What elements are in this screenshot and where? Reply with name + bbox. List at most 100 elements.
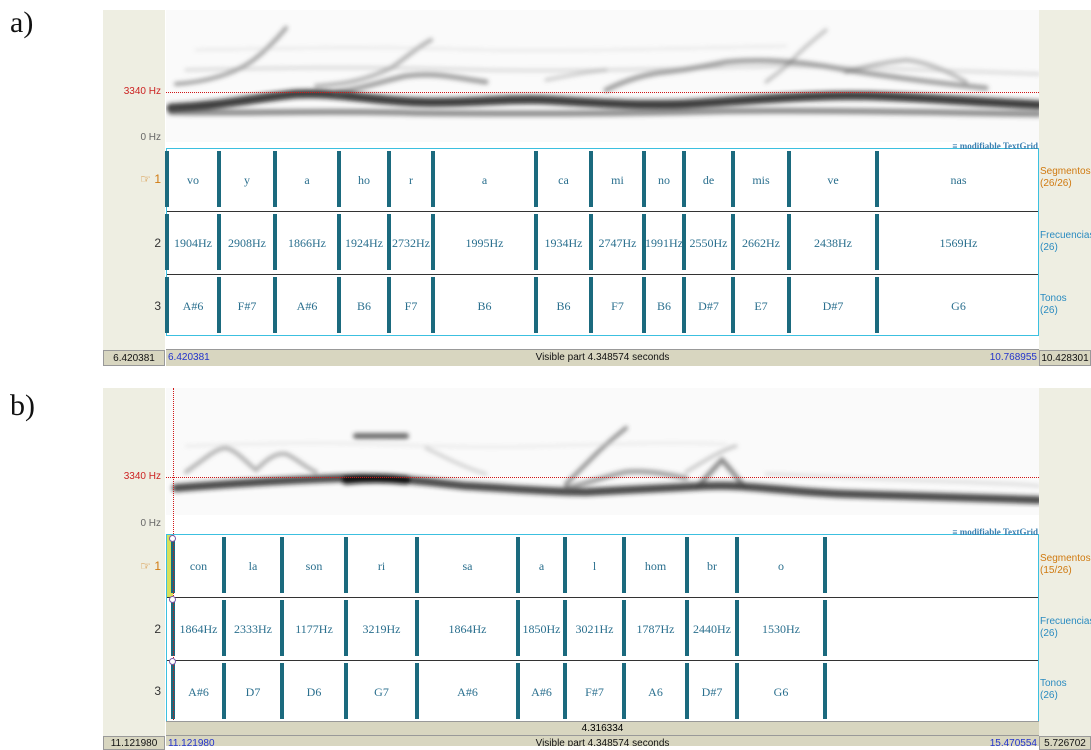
tone-interval[interactable]: A#6 <box>531 685 552 699</box>
interval-boundary[interactable] <box>431 277 435 333</box>
interval-boundary[interactable] <box>682 151 686 207</box>
frequency-interval[interactable]: 1530Hz <box>762 622 800 636</box>
interval-boundary[interactable] <box>516 537 520 593</box>
spectrogram[interactable] <box>166 388 1039 515</box>
frequency-interval[interactable]: 2732Hz <box>392 236 430 250</box>
spectrogram[interactable] <box>166 10 1039 142</box>
interval-boundary[interactable] <box>685 663 689 719</box>
tier-number-3[interactable]: 3 <box>154 684 161 698</box>
segment-interval[interactable]: son <box>305 559 323 573</box>
interval-boundary[interactable] <box>387 214 391 270</box>
tier-number-3[interactable]: 3 <box>154 299 161 313</box>
interval-boundary[interactable] <box>344 663 348 719</box>
tone-interval[interactable]: F7 <box>404 299 418 313</box>
interval-boundary[interactable] <box>589 151 593 207</box>
frequency-interval[interactable]: 1866Hz <box>288 236 326 250</box>
right-total-time[interactable]: 10.428301 <box>1039 350 1091 366</box>
segment-interval[interactable]: hom <box>644 559 667 573</box>
interval-boundary[interactable] <box>534 214 538 270</box>
frequency-interval[interactable]: 1864Hz <box>448 622 487 636</box>
tier-name-segmentos[interactable]: Segmentos (15/26) <box>1040 553 1091 577</box>
interval-boundary[interactable] <box>415 600 419 656</box>
tone-interval[interactable]: B6 <box>356 299 371 313</box>
interval-boundary[interactable] <box>731 277 735 333</box>
frequency-interval[interactable]: 2333Hz <box>234 622 272 636</box>
frequency-interval[interactable]: 1904Hz <box>174 236 212 250</box>
segment-interval[interactable]: l <box>592 559 597 573</box>
interval-boundary[interactable] <box>337 151 341 207</box>
interval-boundary[interactable] <box>273 277 277 333</box>
tone-interval[interactable]: B6 <box>477 299 492 313</box>
tier-name-tonos[interactable]: Tonos (26) <box>1040 678 1067 702</box>
interval-boundary[interactable] <box>165 151 169 207</box>
frequency-interval[interactable]: 1569Hz <box>939 236 978 250</box>
frequency-interval[interactable]: 1924Hz <box>345 236 383 250</box>
segment-interval[interactable]: con <box>189 559 208 573</box>
segment-interval[interactable]: sa <box>462 559 473 573</box>
tier-name-tonos[interactable]: Tonos (26) <box>1040 293 1067 317</box>
segment-interval[interactable]: a <box>481 173 488 187</box>
tier-number-2[interactable]: 2 <box>154 622 161 636</box>
segment-interval[interactable]: o <box>778 559 784 573</box>
interval-boundary[interactable] <box>563 537 567 593</box>
interval-boundary[interactable] <box>735 537 739 593</box>
interval-boundary[interactable] <box>682 214 686 270</box>
interval-boundary[interactable] <box>387 277 391 333</box>
interval-boundary[interactable] <box>337 214 341 270</box>
interval-boundary[interactable] <box>731 151 735 207</box>
interval-boundary[interactable] <box>222 537 226 593</box>
interval-boundary[interactable] <box>217 277 221 333</box>
interval-boundary[interactable] <box>516 663 520 719</box>
interval-boundary[interactable] <box>344 537 348 593</box>
segment-interval[interactable]: a <box>304 173 310 187</box>
tone-interval[interactable]: B6 <box>556 299 571 313</box>
interval-boundary[interactable] <box>165 277 169 333</box>
interval-boundary[interactable] <box>685 537 689 593</box>
interval-boundary[interactable] <box>823 537 827 593</box>
selected-interval-highlight[interactable] <box>167 535 173 597</box>
textgrid-area[interactable]: ≡ modifiable TextGrid con la son ri sa a l hom b… <box>166 527 1039 722</box>
frequency-interval[interactable]: 2438Hz <box>814 236 852 250</box>
segment-interval[interactable]: ri <box>377 559 386 573</box>
interval-boundary[interactable] <box>787 151 791 207</box>
interval-boundary[interactable] <box>875 277 879 333</box>
interval-boundary[interactable] <box>534 277 538 333</box>
visible-part-bar[interactable]: 11.121980 Visible part 4.348574 seconds … <box>166 735 1039 746</box>
tone-interval[interactable]: G7 <box>374 685 389 699</box>
interval-boundary[interactable] <box>280 537 284 593</box>
segment-interval[interactable]: de <box>702 173 715 187</box>
frequency-interval[interactable]: 2550Hz <box>689 236 728 250</box>
tier-name-frecuencias[interactable]: Frecuencias (26) <box>1040 616 1091 640</box>
interval-boundary[interactable] <box>622 600 626 656</box>
segment-interval[interactable]: y <box>244 173 250 187</box>
tone-interval[interactable]: D#7 <box>822 299 844 313</box>
interval-boundary[interactable] <box>222 663 226 719</box>
segment-interval[interactable]: mi <box>611 173 624 187</box>
interval-boundary[interactable] <box>642 214 646 270</box>
tier-name-frecuencias[interactable]: Frecuencias (26) <box>1040 230 1091 254</box>
interval-boundary[interactable] <box>534 151 538 207</box>
tier-name-segmentos[interactable]: Segmentos (26/26) <box>1040 166 1091 190</box>
frequency-interval[interactable]: 1177Hz <box>295 622 333 636</box>
tone-interval[interactable]: G6 <box>951 299 966 313</box>
frequency-interval[interactable]: 2440Hz <box>693 622 731 636</box>
segment-interval[interactable]: no <box>658 173 670 187</box>
interval-boundary[interactable] <box>735 663 739 719</box>
interval-boundary[interactable] <box>280 600 284 656</box>
tone-interval[interactable]: D#7 <box>698 299 719 313</box>
segment-interval[interactable]: ca <box>558 173 569 187</box>
tone-interval[interactable]: D7 <box>245 685 261 699</box>
frequency-interval[interactable]: 1934Hz <box>544 236 583 250</box>
segment-interval[interactable]: r <box>409 173 413 187</box>
interval-boundary[interactable] <box>622 537 626 593</box>
interval-boundary[interactable] <box>685 600 689 656</box>
textgrid-area[interactable]: ≡ modifiable TextGrid vo y a ho r a ca mi no de mi… <box>165 141 1039 336</box>
left-total-time[interactable]: 6.420381 <box>103 350 165 366</box>
interval-boundary[interactable] <box>642 277 646 333</box>
segment-interval[interactable]: ho <box>358 173 370 187</box>
segment-interval[interactable]: br <box>707 559 717 573</box>
tone-interval[interactable]: G6 <box>773 685 789 699</box>
interval-boundary[interactable] <box>787 214 791 270</box>
segment-interval[interactable]: nas <box>950 173 967 187</box>
interval-boundary[interactable] <box>563 663 567 719</box>
